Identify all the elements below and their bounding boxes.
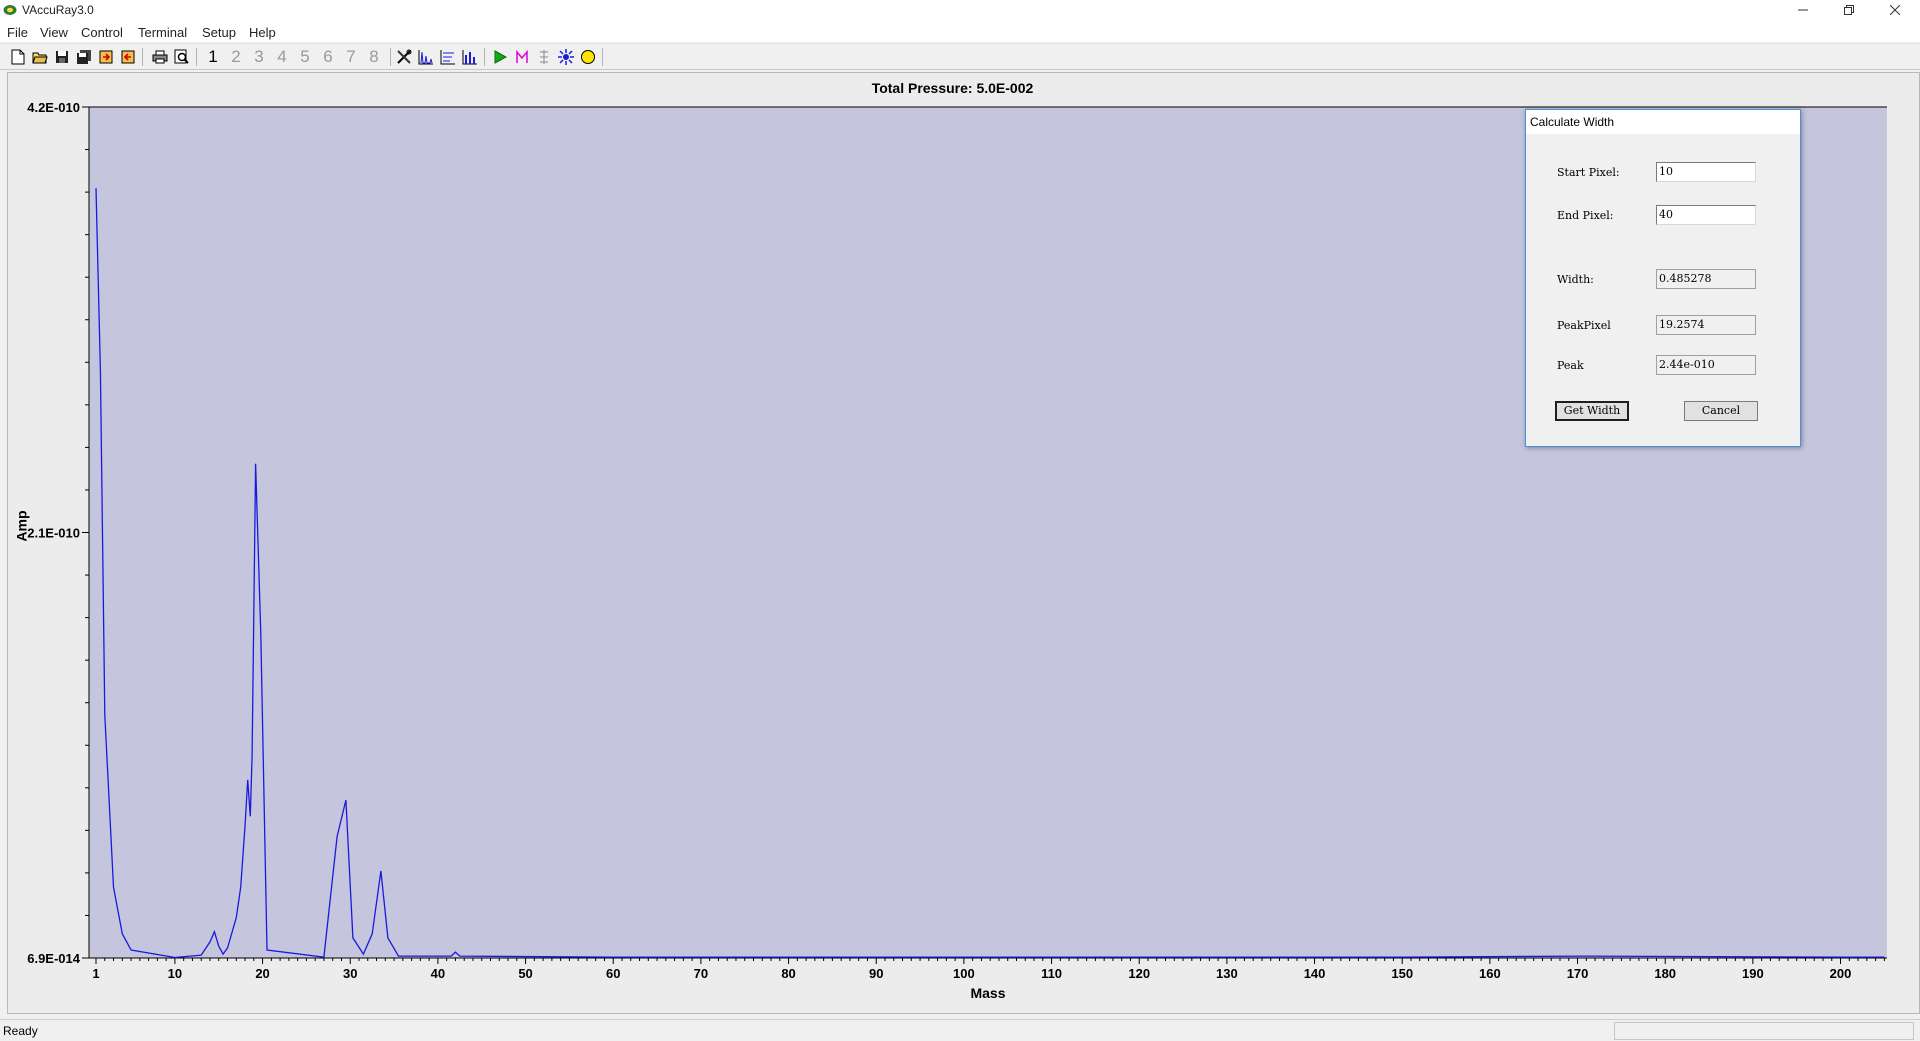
restore-button[interactable] [1826,0,1872,22]
x-tick-label: 80 [781,966,795,981]
toolbar-separator [602,48,603,66]
start-pixel-label: Start Pixel: [1557,166,1620,179]
end-pixel-label: End Pixel: [1557,209,1614,222]
channel-2-button[interactable]: 2 [231,46,241,66]
toolbar-separator [142,48,143,66]
x-tick-label: 110 [1041,966,1062,981]
menu-setup[interactable]: Setup [202,25,236,40]
cancel-button[interactable]: Cancel [1684,401,1758,421]
status-bar: Ready [0,1019,1920,1041]
x-tick-label: 170 [1567,966,1589,981]
spectrum-trace [95,188,1885,959]
new-file-icon[interactable] [8,47,28,66]
marker-icon[interactable] [512,47,532,66]
y-tick-label: 6.9E-014 [27,951,81,966]
print-icon[interactable] [150,47,170,66]
x-tick-label: 20 [255,966,269,981]
menu-bar: File View Control Terminal Setup Help [0,22,1920,42]
x-tick-label: 10 [168,966,182,981]
minimize-button[interactable] [1780,0,1826,22]
width-output: 0.485278 [1656,269,1756,289]
peak-pixel-output: 19.2574 [1656,315,1756,335]
x-tick-label: 40 [431,966,445,981]
menu-help[interactable]: Help [249,25,276,40]
status-light-icon[interactable] [578,47,598,66]
y-tick-label: 2.1E-010 [27,526,80,541]
peak-label: Peak [1557,359,1584,372]
toolbar-separator [196,48,197,66]
chart-title: Total Pressure: 5.0E-002 [871,80,1034,96]
channel-7-button[interactable]: 7 [346,46,356,66]
play-icon[interactable] [490,47,510,66]
window-title: VAccuRay3.0 [22,3,94,17]
y-tick-label: 4.2E-010 [27,100,80,115]
channel-8-button[interactable]: 8 [369,46,379,66]
x-tick-label: 130 [1216,966,1238,981]
export-icon[interactable] [118,47,138,66]
tools-icon[interactable] [394,47,414,66]
save-all-icon[interactable] [74,47,94,66]
title-bar: VAccuRay3.0 [0,0,1920,22]
x-tick-label: 140 [1304,966,1326,981]
end-pixel-input[interactable]: 40 [1656,205,1756,225]
channel-5-button[interactable]: 5 [300,46,310,66]
restore-icon [1844,5,1854,15]
channel-3-button[interactable]: 3 [254,46,264,66]
close-icon [1889,4,1901,16]
dialog-title-bar[interactable]: Calculate Width [1526,110,1800,134]
menu-file[interactable]: File [7,25,28,40]
menu-terminal[interactable]: Terminal [138,25,188,40]
status-text: Ready [3,1024,38,1038]
x-tick-label: 200 [1830,966,1852,981]
spectrum-icon[interactable] [416,47,436,66]
y-axis-title: Amp [13,510,30,542]
import-icon[interactable] [96,47,116,66]
x-tick-label: 160 [1479,966,1501,981]
peak-output: 2.44e-010 [1656,355,1756,375]
toolbar-separator [484,48,485,66]
x-tick-label: 30 [343,966,357,981]
start-pixel-input[interactable]: 10 [1656,162,1756,182]
channel-4-button[interactable]: 4 [277,46,287,66]
peak-pixel-label: PeakPixel [1557,319,1611,332]
close-button[interactable] [1872,0,1918,22]
channel-6-button[interactable]: 6 [323,46,333,66]
x-tick-label: 100 [953,966,975,981]
x-tick-label: 70 [694,966,708,981]
x-tick-label: 150 [1391,966,1413,981]
calculate-width-dialog: Calculate Width Start Pixel: 10 End Pixe… [1525,109,1801,447]
list-view-icon[interactable] [438,47,458,66]
x-tick-label: 90 [869,966,883,981]
x-tick-label: 60 [606,966,620,981]
width-label: Width: [1557,273,1594,286]
save-icon[interactable] [52,47,72,66]
dialog-title: Calculate Width [1530,115,1615,129]
scale-icon[interactable] [534,47,554,66]
toolbar: 1 2 3 4 5 6 7 8 [0,43,1920,70]
filament-icon[interactable] [556,47,576,66]
app-icon [3,3,17,17]
x-tick-label: 50 [518,966,532,981]
channel-1-button[interactable]: 1 [208,46,218,66]
open-folder-icon[interactable] [30,47,50,66]
menu-view[interactable]: View [40,25,68,40]
x-tick-label: 120 [1128,966,1150,981]
x-tick-label: 190 [1742,966,1764,981]
x-axis-title: Mass [970,985,1006,1001]
toolbar-separator [390,48,391,66]
get-width-button[interactable]: Get Width [1555,401,1629,421]
minimize-icon [1798,9,1808,11]
bar-chart-icon[interactable] [460,47,480,66]
print-preview-icon[interactable] [172,47,192,66]
x-tick-label: 1 [92,966,99,981]
x-tick-label: 180 [1654,966,1676,981]
status-pane [1614,1022,1914,1040]
menu-control[interactable]: Control [81,25,123,40]
